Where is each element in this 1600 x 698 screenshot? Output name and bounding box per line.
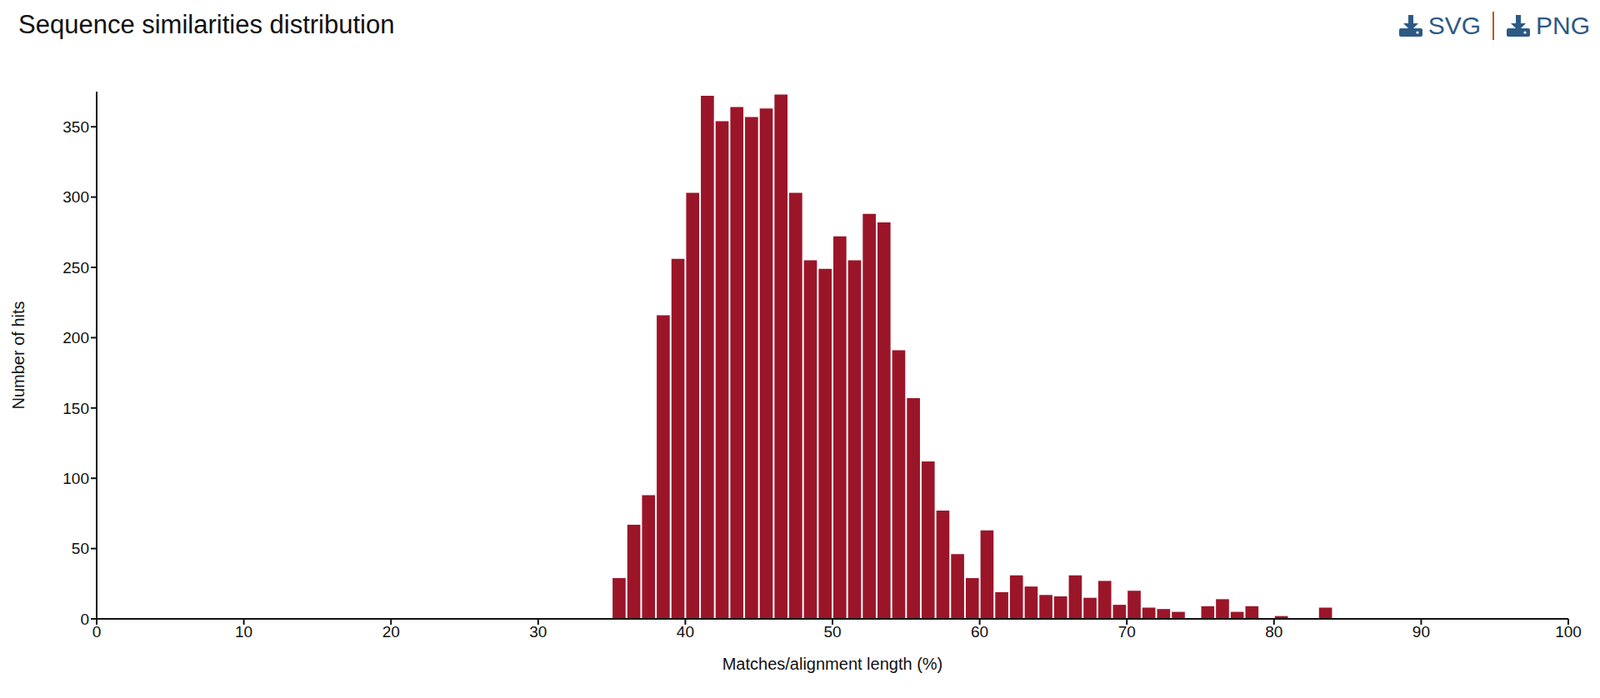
svg-text:70: 70 bbox=[1118, 623, 1136, 641]
svg-text:90: 90 bbox=[1412, 623, 1430, 641]
svg-text:40: 40 bbox=[676, 623, 695, 641]
svg-text:Number of hits: Number of hits bbox=[9, 300, 28, 410]
svg-text:10: 10 bbox=[235, 623, 253, 641]
svg-text:60: 60 bbox=[970, 623, 989, 641]
svg-text:250: 250 bbox=[62, 259, 90, 277]
svg-text:30: 30 bbox=[529, 623, 547, 641]
svg-text:0: 0 bbox=[92, 623, 102, 641]
svg-text:80: 80 bbox=[1265, 623, 1283, 641]
svg-text:300: 300 bbox=[62, 188, 90, 206]
html-text:PNG: PNG bbox=[1535, 11, 1590, 40]
html-text:Sequence similarities distribu: Sequence similarities distribution bbox=[18, 10, 395, 40]
svg-text:150: 150 bbox=[62, 400, 90, 418]
svg-text:50: 50 bbox=[71, 540, 90, 558]
svg-text:100: 100 bbox=[1555, 623, 1582, 641]
svg-text:100: 100 bbox=[62, 470, 90, 488]
svg-text:0: 0 bbox=[80, 610, 90, 629]
svg-text:Matches/alignment length (%): Matches/alignment length (%) bbox=[722, 655, 944, 674]
svg-text:20: 20 bbox=[382, 623, 400, 641]
svg-text:200: 200 bbox=[62, 329, 90, 347]
html-text:SVG: SVG bbox=[1428, 11, 1481, 40]
svg-text:350: 350 bbox=[62, 118, 90, 136]
svg-text:50: 50 bbox=[823, 623, 841, 641]
